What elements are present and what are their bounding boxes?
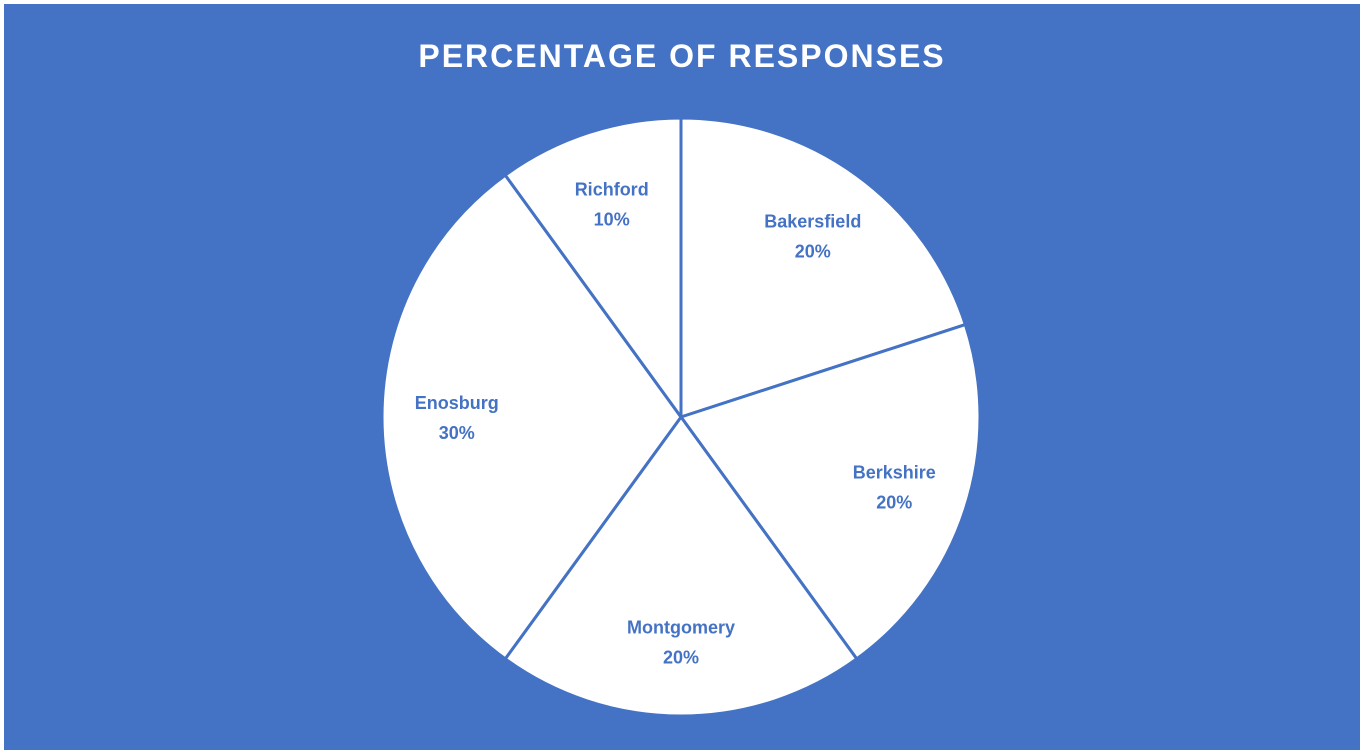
pie-slice-bakersfield	[679, 116, 967, 419]
slice-value-montgomery: 20%	[663, 647, 699, 667]
pie-slice-richford	[503, 116, 683, 419]
slice-label-enosburg: Enosburg	[415, 393, 499, 413]
pie-slice-berkshire	[679, 323, 982, 661]
chart-area: PERCENTAGE OF RESPONSES Bakersfield 20% Be…	[4, 4, 1360, 750]
pie-slice-enosburg	[380, 173, 683, 661]
pie-slice-montgomery	[503, 415, 859, 718]
slice-value-enosburg: 30%	[439, 423, 475, 443]
slice-label-richford: Richford	[575, 180, 649, 200]
slice-value-richford: 10%	[594, 210, 630, 230]
chart-title: PERCENTAGE OF RESPONSES	[418, 38, 946, 74]
slice-label-montgomery: Montgomery	[627, 617, 735, 637]
pie-chart: Bakersfield 20% Berkshire 20% Montgomery 20% E…	[380, 116, 982, 718]
slice-value-berkshire: 20%	[876, 492, 912, 512]
slice-label-berkshire: Berkshire	[853, 462, 936, 482]
slice-value-bakersfield: 20%	[795, 242, 831, 262]
slice-label-bakersfield: Bakersfield	[764, 212, 861, 232]
